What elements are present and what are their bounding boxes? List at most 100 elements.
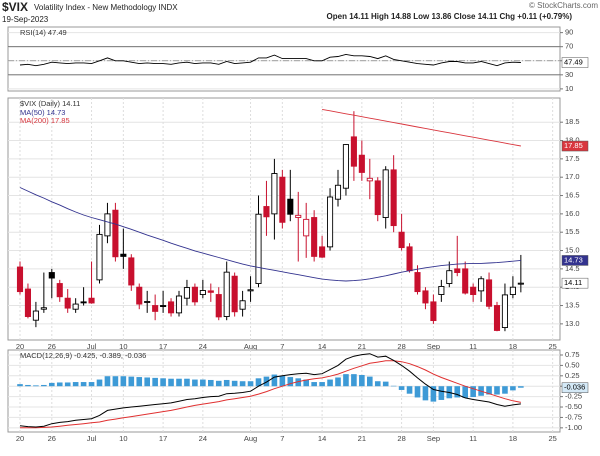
histogram-bar	[359, 374, 365, 387]
x-tick-label: Sep	[427, 434, 440, 443]
x-tick-label: 25	[548, 434, 556, 443]
x-tick-label: 10	[119, 434, 127, 443]
y-tick-label: 90	[565, 28, 573, 37]
histogram-bar	[510, 386, 516, 391]
moving-average	[19, 187, 521, 282]
value-tag-box	[561, 255, 589, 266]
histogram-bar	[96, 379, 103, 387]
candle-body	[446, 270, 453, 284]
candle-body	[64, 297, 71, 309]
candle-body	[311, 217, 318, 257]
y-tick-label: 0.50	[565, 360, 580, 369]
histogram-bar	[382, 381, 389, 387]
x-tick-label: Aug	[244, 434, 257, 443]
candle-body	[422, 290, 429, 304]
candle-body	[72, 303, 79, 310]
x-tick-label: 7	[280, 434, 284, 443]
histogram-bar	[112, 376, 119, 387]
histogram-bar	[438, 386, 445, 400]
histogram-bar	[184, 378, 190, 387]
panel-frame	[7, 349, 561, 433]
candle-body	[239, 300, 246, 310]
x-tick-label: 25	[548, 342, 556, 351]
candle-body	[358, 154, 365, 173]
candle-body	[342, 144, 350, 189]
candle-body	[223, 271, 230, 317]
quote: Open 14.11 High 14.88 Low 13.86 Close 14…	[327, 12, 573, 21]
x-tick-label: Jul	[87, 434, 97, 443]
y-tick-label: 0.25	[565, 371, 580, 380]
histogram-bar	[128, 376, 135, 387]
histogram-bar	[144, 377, 150, 387]
candle-body	[295, 214, 302, 218]
macd-line	[20, 360, 521, 429]
y-tick-label: 15.5	[565, 227, 580, 236]
candle-body	[80, 301, 87, 304]
y-tick-label: 17.5	[565, 154, 580, 163]
candle-body	[48, 272, 55, 279]
candle-body	[430, 301, 437, 322]
x-tick-label: 26	[48, 342, 56, 351]
x-tick-label: 14	[318, 434, 326, 443]
x-tick-label: 14	[318, 342, 326, 351]
histogram-bar	[41, 384, 47, 387]
candle-body	[462, 268, 469, 294]
candle-body	[374, 180, 381, 216]
x-tick-label: Aug	[244, 342, 257, 351]
panel-title: $VIX (Daily) 14.11	[20, 99, 80, 108]
candle-body	[160, 305, 167, 307]
x-tick-label: 11	[469, 434, 477, 443]
histogram-bar	[454, 386, 461, 398]
histogram-bar	[295, 378, 302, 387]
y-tick-label: 16.0	[565, 209, 580, 218]
histogram-bar	[271, 374, 278, 387]
candle-body	[207, 290, 214, 293]
candle-body	[478, 278, 485, 292]
histogram-bar	[502, 386, 508, 394]
histogram-bar	[367, 376, 373, 387]
histogram-bar	[64, 382, 71, 387]
histogram-bar	[192, 379, 198, 387]
y-tick-label: -0.75	[565, 412, 582, 421]
candle-body	[191, 286, 198, 303]
y-tick-label: 30	[565, 70, 573, 79]
value-tag: 47.49	[564, 58, 583, 67]
value-tag: 14.73	[564, 255, 583, 264]
histogram-bar	[33, 385, 39, 387]
candle-body	[509, 286, 516, 295]
x-tick-label: Jul	[87, 342, 97, 351]
x-tick-label: 21	[358, 342, 366, 351]
y-tick-label: 17.0	[565, 172, 580, 181]
candle-body	[112, 209, 119, 258]
candle-body	[398, 231, 405, 249]
candle-body	[136, 286, 143, 305]
candle-body	[390, 169, 397, 227]
candle-body	[215, 294, 222, 318]
histogram-bar	[263, 376, 270, 387]
value-tag-box	[561, 382, 589, 393]
value-tag: 17.85	[564, 141, 583, 150]
candle-body	[32, 310, 39, 321]
candle-body	[24, 288, 32, 317]
value-tag-box	[561, 277, 589, 289]
x-tick-label: 21	[358, 434, 366, 443]
x-tick-label: 18	[509, 434, 517, 443]
candle-body	[128, 257, 135, 286]
histogram-bar	[215, 380, 222, 387]
y-tick-label: 13.5	[565, 301, 580, 310]
panel-frame	[7, 97, 561, 341]
histogram-bar	[176, 378, 182, 387]
y-tick-label: 14.5	[565, 264, 580, 273]
instrument-name: Volatility Index - New Methodology INDX	[34, 3, 178, 12]
histogram-bar	[120, 376, 127, 387]
candle-body	[319, 246, 326, 258]
candle-body	[350, 136, 357, 167]
panel-title: MACD(12,26,9) -0.425, -0.389, -0.036	[20, 351, 146, 360]
candle-body	[263, 206, 270, 218]
histogram-bar	[223, 379, 230, 387]
x-tick-label: 28	[397, 342, 405, 351]
x-tick-label: 20	[16, 434, 24, 443]
y-tick-label: -0.50	[565, 402, 582, 411]
histogram-bar	[247, 381, 254, 387]
